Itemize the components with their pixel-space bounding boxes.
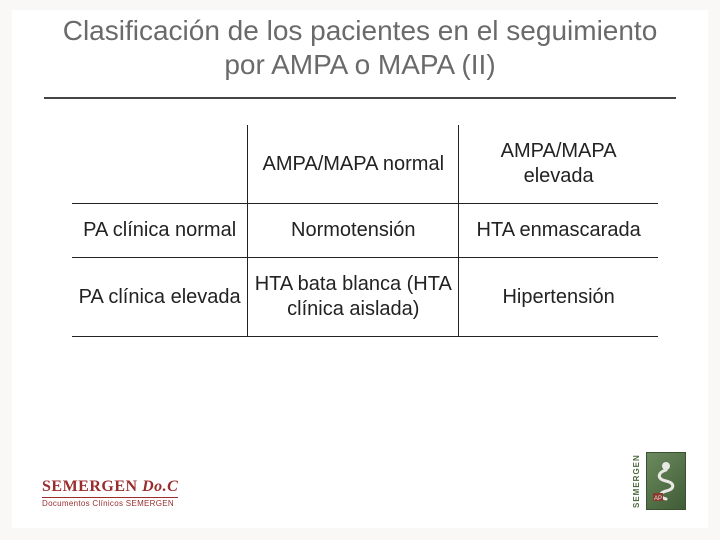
cell-hta-enmascarada: HTA enmascarada (459, 204, 658, 258)
table-row: PA clínica normal Normotensión HTA enmas… (72, 204, 658, 258)
slide-inner: Clasificación de los pacientes en el seg… (12, 10, 708, 528)
slide: Clasificación de los pacientes en el seg… (0, 0, 720, 540)
caduceus-icon: AP (651, 459, 681, 503)
svg-text:AP: AP (654, 496, 662, 502)
classification-table-wrap: AMPA/MAPA normal AMPA/MAPA elevada PA cl… (72, 125, 658, 337)
logo-right: SEMERGEN AP (636, 452, 686, 510)
slide-title: Clasificación de los pacientes en el seg… (52, 14, 668, 81)
cell-bata-blanca: HTA bata blanca (HTA clínica aislada) (248, 258, 459, 337)
classification-table: AMPA/MAPA normal AMPA/MAPA elevada PA cl… (72, 125, 658, 337)
col-header-normal: AMPA/MAPA normal (248, 125, 459, 204)
logo-vertical-text: SEMERGEN (632, 452, 641, 510)
brand-main: SEMERGEN (42, 478, 138, 495)
title-block: Clasificación de los pacientes en el seg… (12, 10, 708, 91)
brand-line: SEMERGEN Do.C (42, 478, 178, 498)
cell-hipertension: Hipertensión (459, 258, 658, 337)
table-corner-empty (72, 125, 248, 204)
row-header-elevada: PA clínica elevada (72, 258, 248, 337)
table-header-row: AMPA/MAPA normal AMPA/MAPA elevada (72, 125, 658, 204)
logo-box-icon: AP (646, 452, 686, 510)
row-header-normal: PA clínica normal (72, 204, 248, 258)
title-underline (44, 97, 676, 99)
col-header-elevada: AMPA/MAPA elevada (459, 125, 658, 204)
cell-normotension: Normotensión (248, 204, 459, 258)
brand-doc: Do.C (142, 478, 178, 495)
footer-brand: SEMERGEN Do.C Documentos Clínicos SEMERG… (42, 478, 178, 508)
brand-subtitle: Documentos Clínicos SEMERGEN (42, 499, 178, 508)
table-row: PA clínica elevada HTA bata blanca (HTA … (72, 258, 658, 337)
